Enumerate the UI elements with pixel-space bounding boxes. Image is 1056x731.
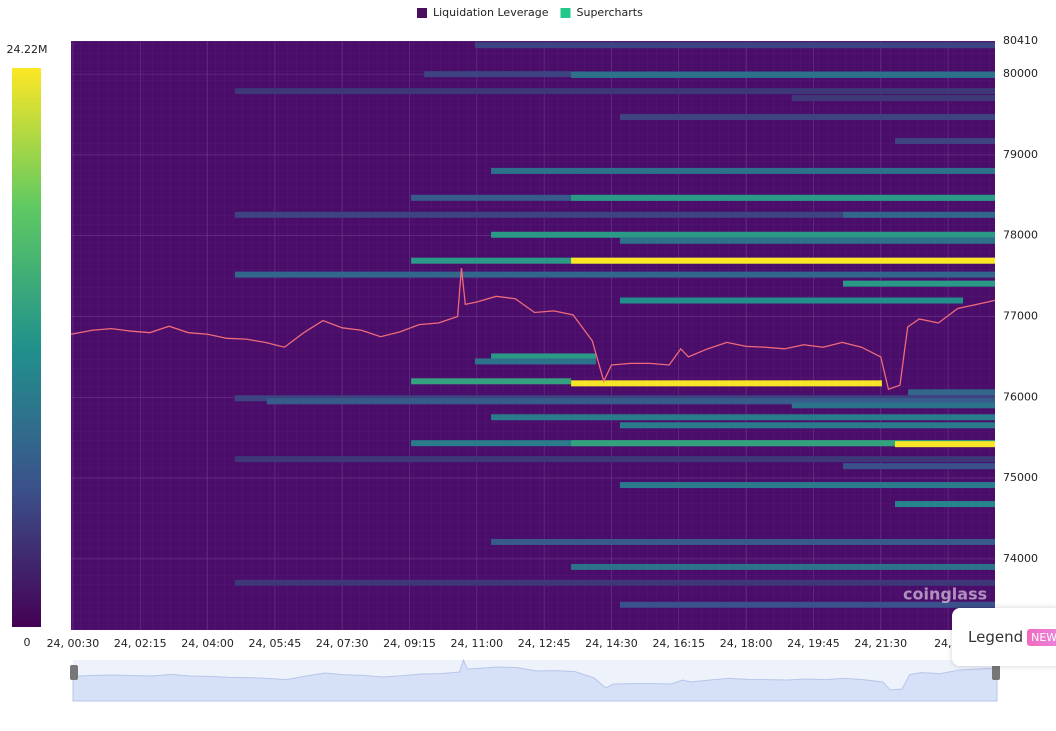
- legend-label: Supercharts: [576, 6, 643, 19]
- liquidation-band: [571, 257, 995, 264]
- liquidation-band: [894, 441, 995, 448]
- liquidation-band: [266, 398, 995, 405]
- liquidation-band: [234, 211, 995, 218]
- y-tick-label: 76000: [1003, 390, 1038, 403]
- liquidation-band: [619, 601, 995, 608]
- colorbar-label: 0: [24, 636, 31, 649]
- y-tick-label: 80000: [1003, 67, 1038, 80]
- liquidation-band: [619, 237, 995, 244]
- liquidation-band: [411, 378, 572, 385]
- liquidation-band: [234, 88, 995, 95]
- x-tick-label: 24, 21:30: [854, 637, 907, 650]
- x-tick-label: 24, 07:30: [316, 637, 369, 650]
- price-line: [71, 267, 995, 391]
- liquidation-band: [234, 579, 995, 586]
- y-tick-label: 80410: [1003, 34, 1038, 47]
- liquidation-band: [571, 194, 995, 201]
- x-tick-label: 24, 14:30: [585, 637, 638, 650]
- liquidation-band: [571, 380, 882, 387]
- liquidation-band: [908, 389, 995, 396]
- x-tick-label: 24, 16:15: [652, 637, 705, 650]
- liquidation-band: [491, 167, 995, 174]
- y-tick-label: 74000: [1003, 552, 1038, 565]
- x-tick-label: 24, 02:15: [114, 637, 167, 650]
- liquidation-band: [474, 42, 995, 49]
- liquidation-band: [791, 402, 995, 409]
- liquidation-band: [619, 482, 995, 489]
- plot-layer: [71, 41, 995, 630]
- liquidation-band: [843, 280, 995, 287]
- liquidation-band: [571, 563, 995, 570]
- colorbar-label: 24.22M: [7, 43, 48, 56]
- liquidation-band: [491, 231, 995, 238]
- legend-swatch: [560, 8, 571, 18]
- liquidation-band: [234, 271, 995, 278]
- watermark: coinglass: [903, 585, 987, 604]
- liquidation-band: [791, 95, 995, 102]
- liquidation-band: [894, 501, 995, 508]
- liquidation-band: [491, 538, 995, 545]
- liquidation-band: [491, 353, 597, 360]
- x-tick-label: 24, 18:00: [720, 637, 773, 650]
- y-tick-label: 75000: [1003, 471, 1038, 484]
- cell-grid: [71, 41, 995, 630]
- liquidation-band: [619, 114, 995, 121]
- x-tick-label: 24, 19:45: [787, 637, 840, 650]
- x-tick-label: 24, 12:45: [518, 637, 571, 650]
- liquidation-band: [843, 211, 995, 218]
- liquidation-band: [571, 440, 995, 447]
- y-tick-label: 77000: [1003, 310, 1038, 323]
- y-tick-label: 78000: [1003, 229, 1038, 242]
- legend-button[interactable]: Legend NEW: [952, 608, 1056, 666]
- navigator-handle[interactable]: [992, 665, 1000, 680]
- navigator-area: [72, 658, 998, 702]
- liquidation-band: [234, 456, 995, 463]
- liquidation-band: [571, 71, 995, 78]
- legend-button-label: Legend: [968, 628, 1024, 646]
- liquidation-band: [894, 137, 995, 144]
- liquidation-band: [843, 463, 995, 470]
- liquidation-band: [619, 297, 964, 304]
- liquidation-band: [619, 422, 995, 429]
- x-tick-label: 24, 11:00: [450, 637, 503, 650]
- liquidation-band: [491, 414, 995, 421]
- x-tick-label: 24, 04:00: [181, 637, 234, 650]
- x-tick-label: 24, 05:45: [249, 637, 302, 650]
- liquidation-band: [474, 358, 597, 365]
- legend-swatch: [417, 8, 427, 18]
- x-tick-label: 24, 00:30: [47, 637, 100, 650]
- legend-label: Liquidation Leverage: [433, 6, 549, 19]
- color-bar: [12, 68, 41, 627]
- navigator-handle[interactable]: [70, 665, 78, 680]
- new-badge: NEW: [1027, 628, 1056, 646]
- x-tick-label: 24, 09:15: [383, 637, 436, 650]
- y-tick-label: 79000: [1003, 148, 1038, 161]
